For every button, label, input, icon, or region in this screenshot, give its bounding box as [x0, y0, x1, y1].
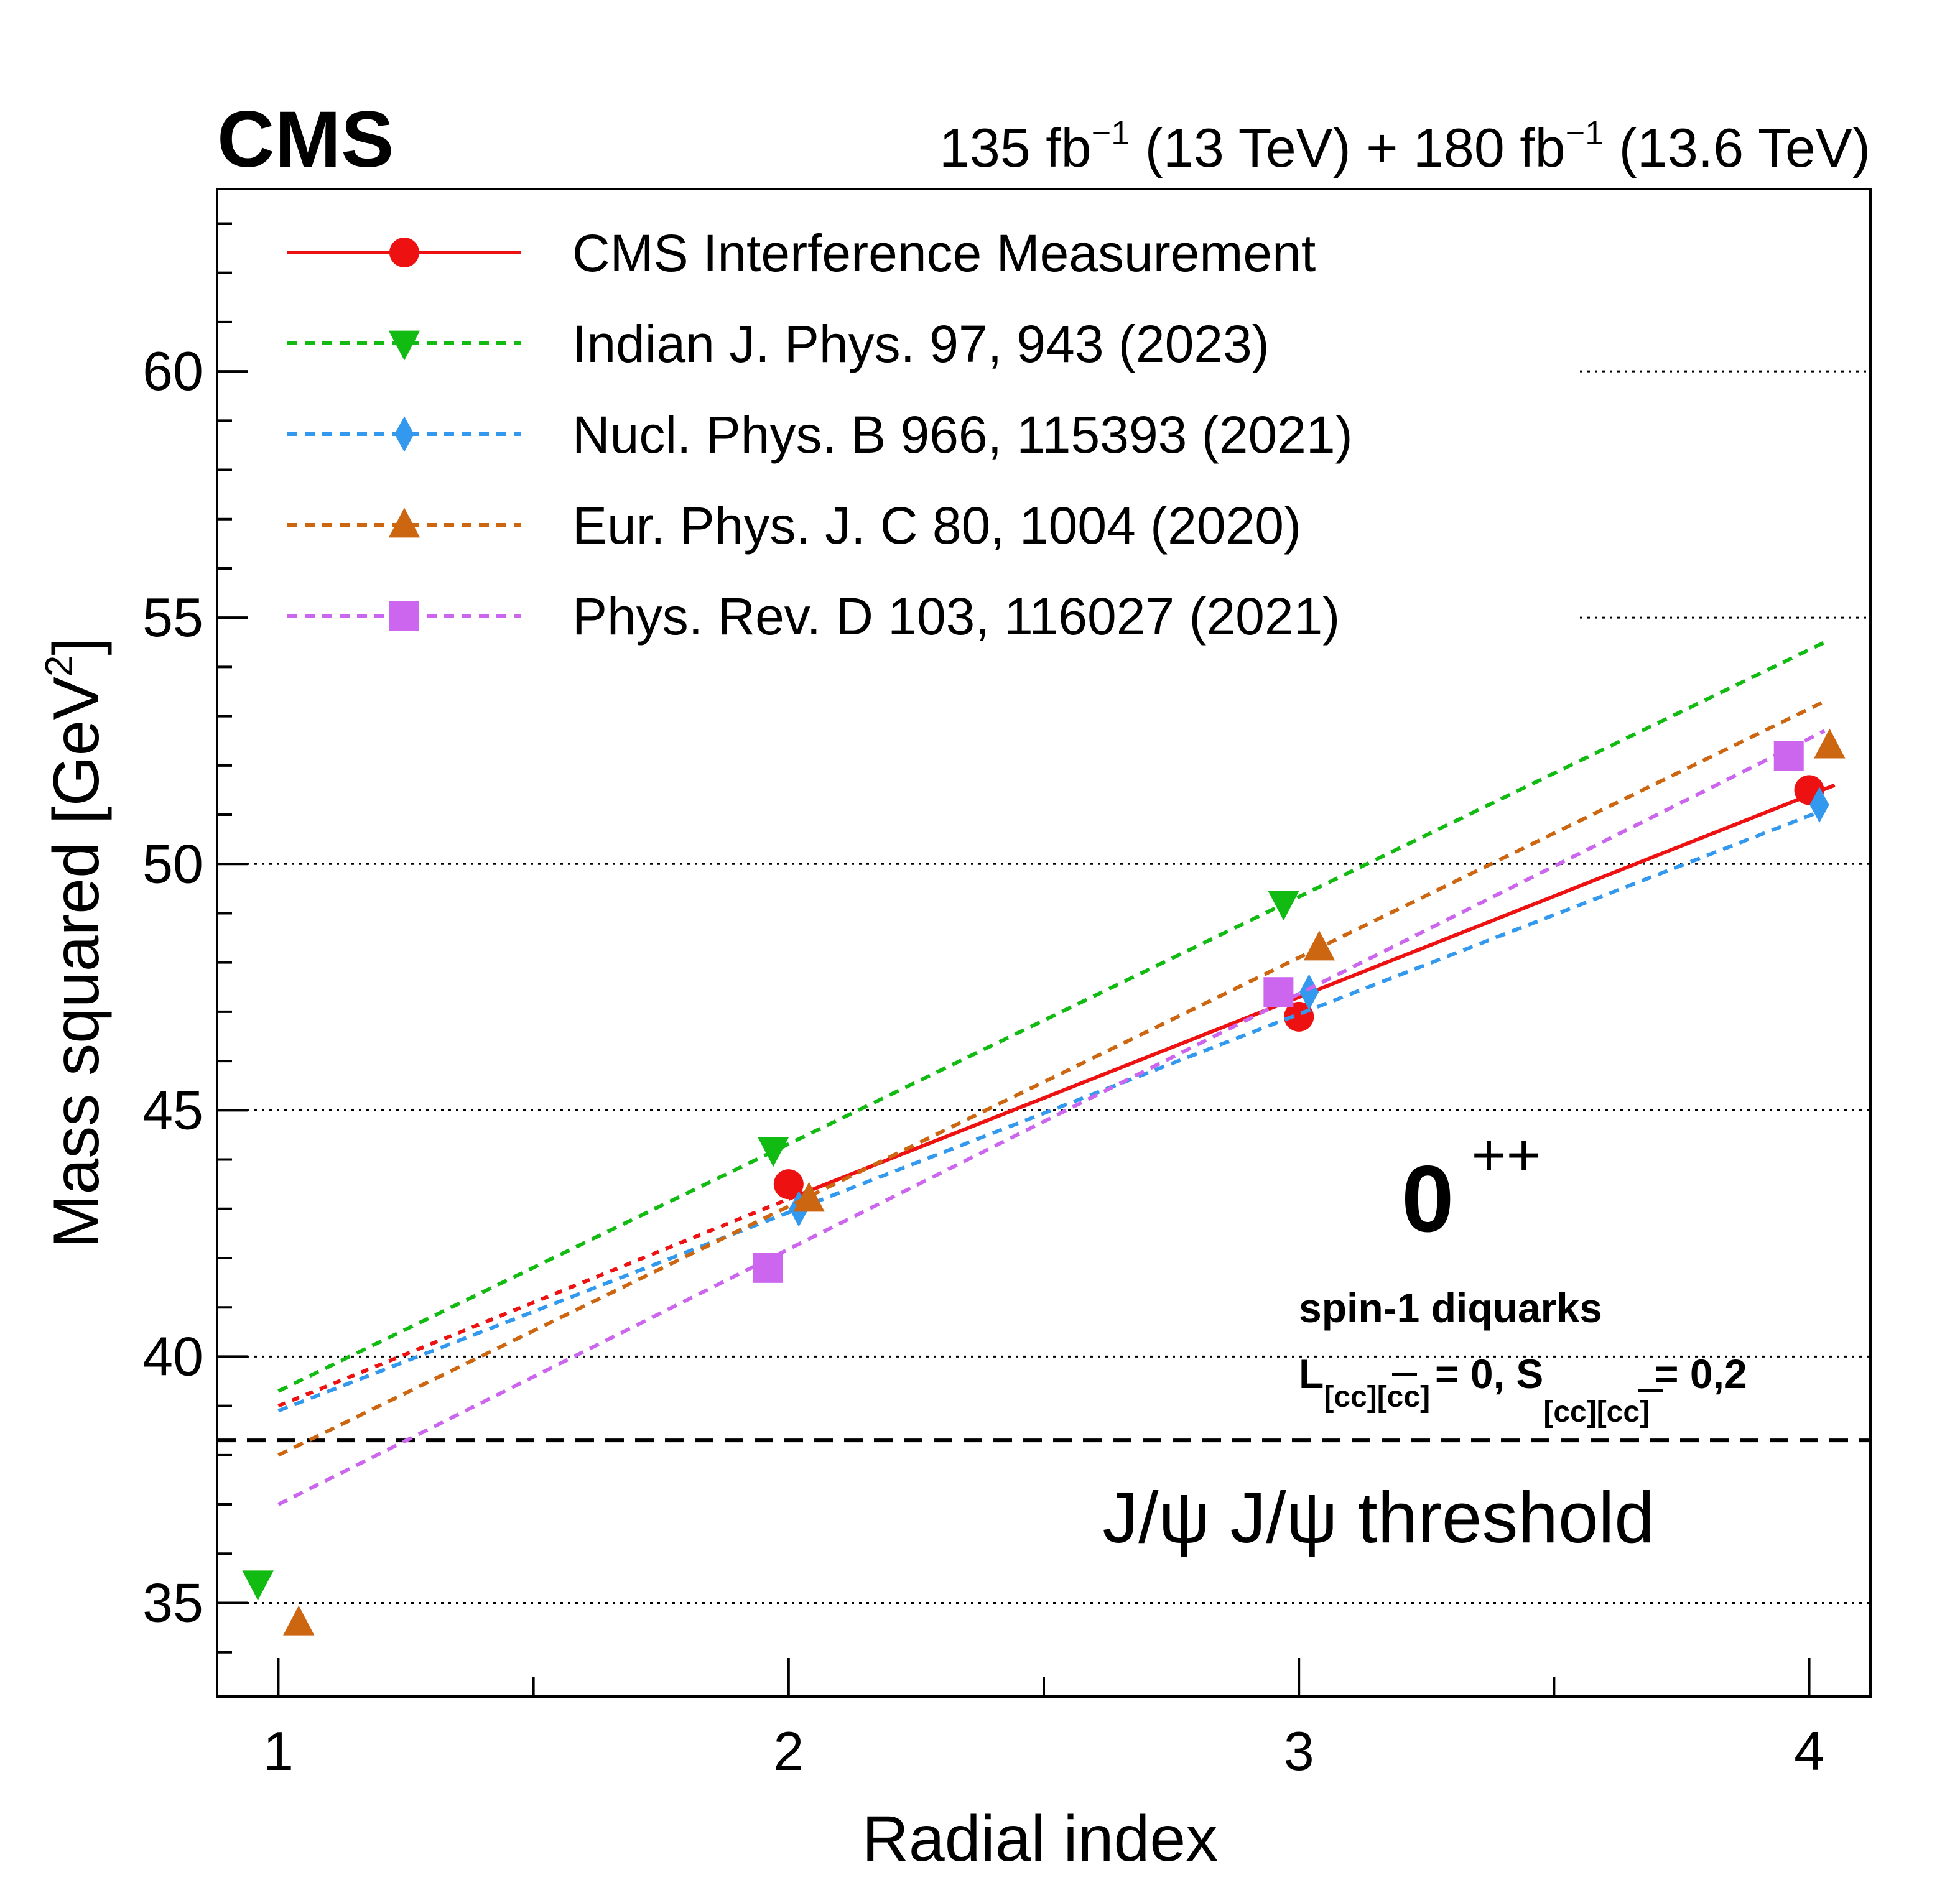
- antiquark-overlines: [1392, 1373, 1663, 1392]
- jpc-label: 0 ++: [1401, 1122, 1541, 1252]
- series-5-point-3: [1773, 740, 1804, 771]
- l-symbol: L: [1299, 1351, 1324, 1397]
- series-2-point-2: [758, 1137, 789, 1167]
- series-4-point-2: [793, 1182, 825, 1212]
- l-subscript: [cc][cc]: [1324, 1381, 1430, 1414]
- series-5-point-1: [753, 1253, 783, 1283]
- x-tick-label-4: 4: [1794, 1720, 1824, 1782]
- legend-entry-1: CMS Interference Measurement: [287, 224, 1316, 282]
- y-tick-label-60: 60: [142, 340, 203, 402]
- series-1-point-1: [773, 1169, 804, 1200]
- series-2: [242, 641, 1826, 1601]
- legend-entry-2: Indian J. Phys. 97, 943 (2023): [287, 315, 1270, 373]
- series-5-point-2: [1263, 977, 1294, 1007]
- jpc-base: 0: [1401, 1146, 1454, 1252]
- legend-marker-2: [388, 330, 420, 361]
- series-4-fit-line: [277, 700, 1826, 1457]
- legend-marker-4: [388, 507, 420, 538]
- s-value: = 0,2: [1655, 1351, 1747, 1397]
- legend-label-3: Nucl. Phys. B 966, 115393 (2021): [572, 405, 1353, 464]
- energy-a: (13 TeV) + 180 fb: [1130, 117, 1565, 178]
- series-1-extrapolation-line: [277, 1197, 789, 1408]
- series-4-point-4: [1814, 728, 1846, 759]
- series-4-point-3: [1303, 930, 1335, 961]
- axis-ticks: [217, 222, 1811, 1697]
- l-value: = 0, S: [1435, 1351, 1543, 1397]
- legend: CMS Interference Measurement Indian J. Ph…: [287, 224, 1353, 646]
- y-tick-label-45: 45: [142, 1079, 203, 1141]
- series-4: [277, 700, 1846, 1636]
- legend-marker-3: [394, 416, 414, 452]
- legend-marker-5: [389, 601, 419, 631]
- series-2-point-1: [242, 1570, 274, 1601]
- series-3-point-2: [1299, 974, 1319, 1011]
- axis-tick-labels: 35 40 45 50 55 60 1 2 3 4: [142, 340, 1824, 1782]
- luminosity-energy-label: 135 fb−1 (13 TeV) + 180 fb−1 (13.6 TeV): [939, 114, 1870, 178]
- x-tick-label-3: 3: [1284, 1720, 1314, 1782]
- y-axis-title: Mass squared [GeV2]: [38, 637, 113, 1248]
- y-axis-title-main: Mass squared [GeV: [40, 677, 113, 1248]
- x-tick-label-2: 2: [773, 1720, 804, 1782]
- legend-entry-3: Nucl. Phys. B 966, 115393 (2021): [287, 405, 1353, 464]
- lumi-a-sup: −1: [1092, 114, 1130, 152]
- quantum-numbers-annotation: L[cc][cc]= 0, S[cc][cc]= 0,2: [1299, 1351, 1747, 1429]
- jpc-sup: ++: [1472, 1122, 1541, 1188]
- legend-marker-1: [389, 238, 419, 267]
- experiment-label: CMS: [217, 95, 394, 184]
- y-tick-label-50: 50: [142, 833, 203, 894]
- x-tick-label-1: 1: [263, 1720, 294, 1782]
- legend-entry-4: Eur. Phys. J. C 80, 1004 (2020): [287, 496, 1301, 555]
- y-tick-label-40: 40: [142, 1325, 203, 1387]
- legend-label-2: Indian J. Phys. 97, 943 (2023): [572, 315, 1270, 373]
- y-axis-title-close: ]: [40, 637, 113, 655]
- data-series: [242, 641, 1846, 1636]
- legend-entry-5: Phys. Rev. D 103, 116027 (2021): [287, 587, 1340, 646]
- series-3-fit-line: [277, 808, 1826, 1413]
- lumi-b-sup: −1: [1566, 114, 1604, 152]
- legend-label-1: CMS Interference Measurement: [572, 224, 1316, 282]
- y-axis-title-sup: 2: [38, 655, 81, 677]
- s-subscript: [cc][cc]: [1543, 1396, 1650, 1429]
- series-2-fit-line: [277, 641, 1826, 1393]
- energy-b: (13.6 TeV): [1604, 117, 1870, 178]
- series-3-point-3: [1809, 787, 1829, 823]
- spin-annotation: spin-1 diquarks: [1299, 1285, 1602, 1331]
- series-5-fit-line: [277, 729, 1826, 1506]
- series-4-point-1: [283, 1605, 315, 1636]
- lumi-a: 135 fb: [939, 117, 1092, 178]
- x-axis-title: Radial index: [862, 1803, 1218, 1875]
- legend-label-4: Eur. Phys. J. C 80, 1004 (2020): [572, 496, 1301, 555]
- series-2-point-3: [1268, 891, 1299, 921]
- y-tick-label-55: 55: [142, 586, 203, 648]
- series-5: [277, 729, 1826, 1506]
- y-tick-label-35: 35: [142, 1572, 203, 1633]
- legend-label-5: Phys. Rev. D 103, 116027 (2021): [572, 587, 1340, 646]
- threshold-label: J/ψ J/ψ threshold: [1102, 1477, 1655, 1558]
